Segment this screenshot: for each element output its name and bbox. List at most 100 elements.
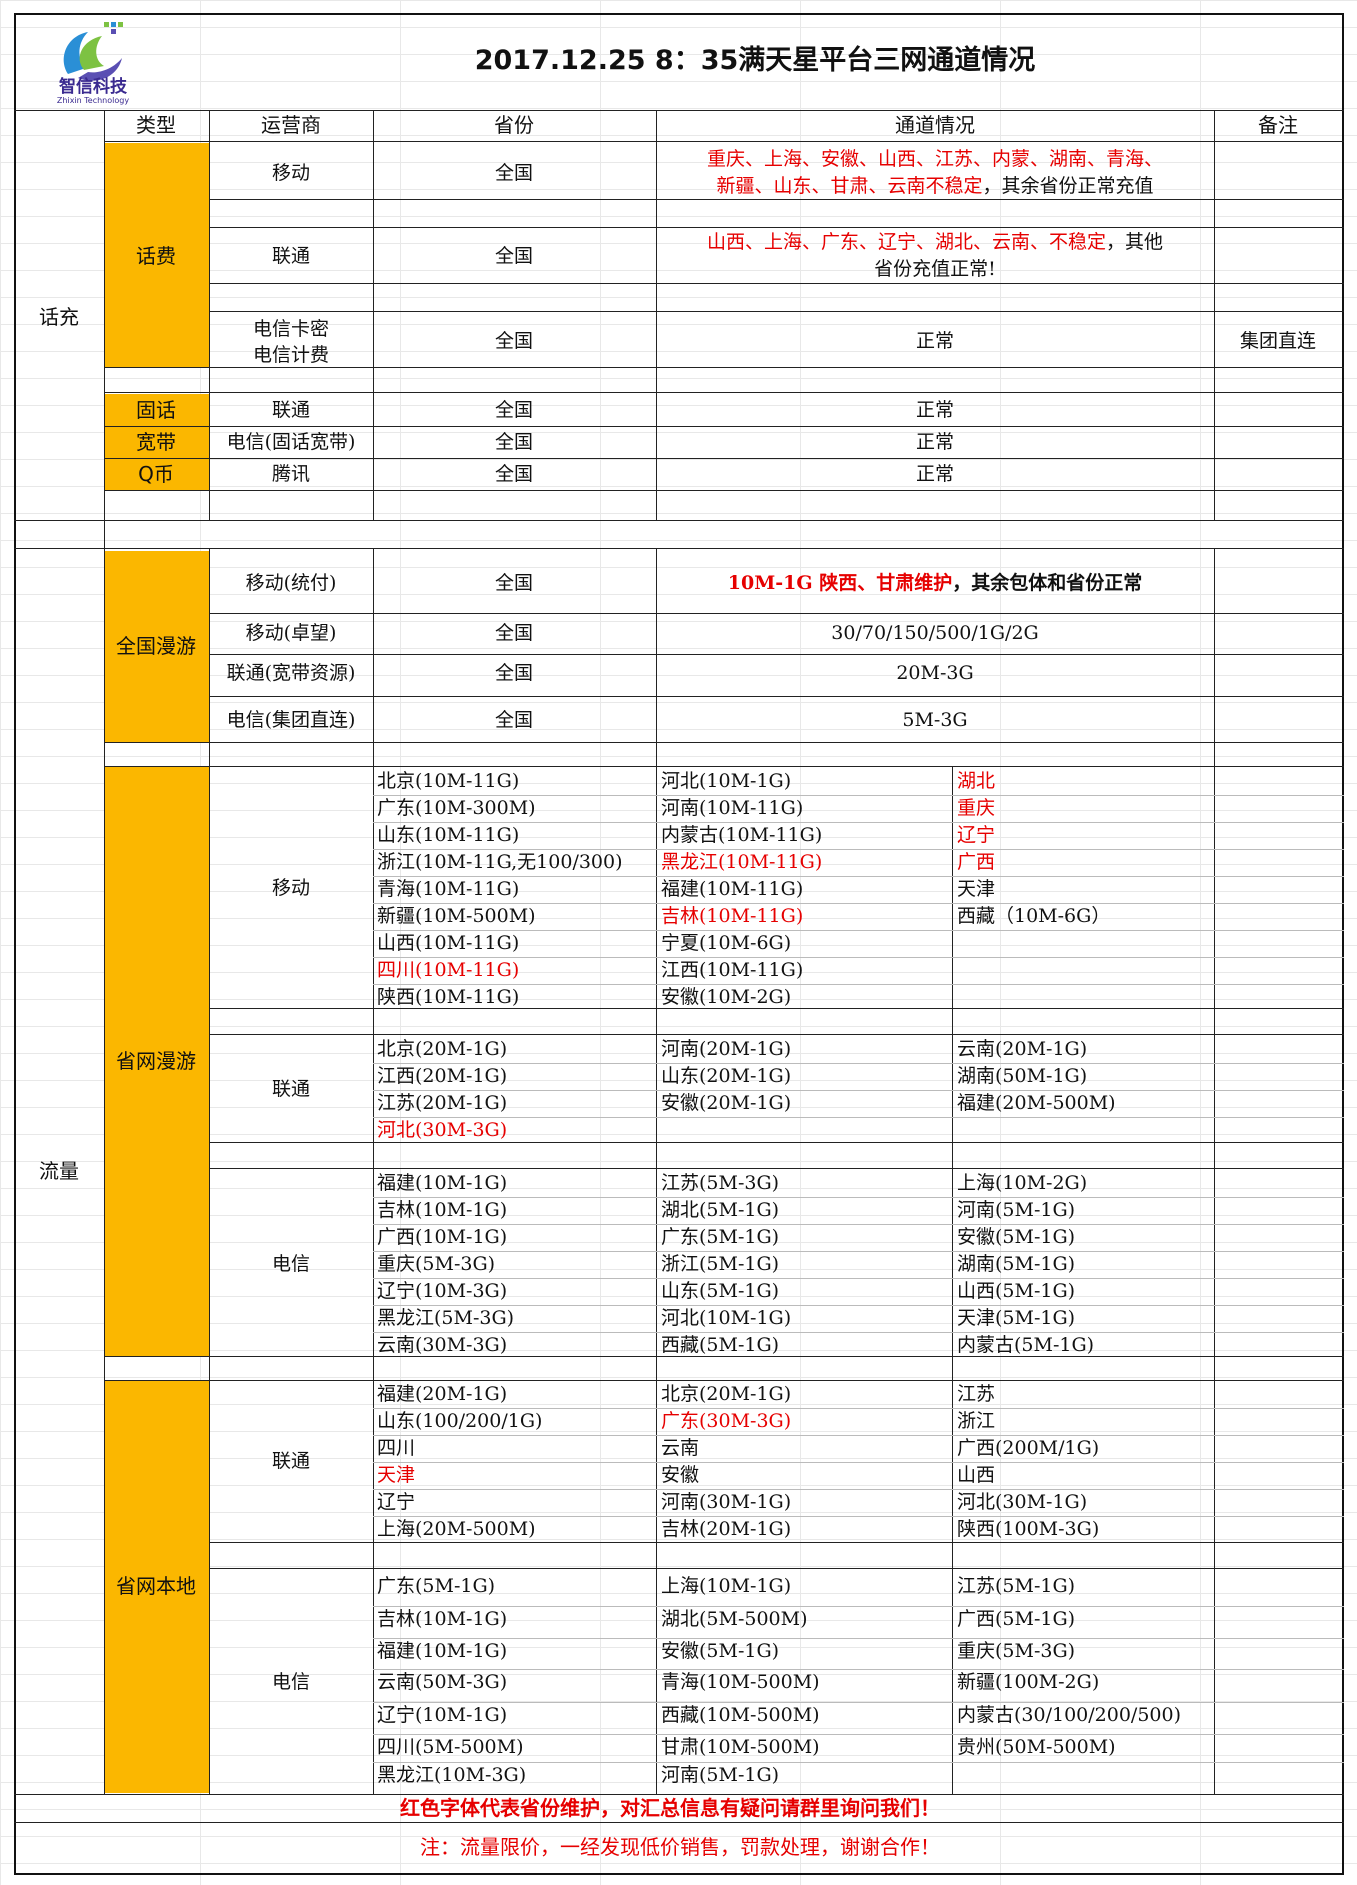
province-cell: 江西(10M-11G) (661, 959, 804, 981)
national-r4-status: 5M-3G (902, 709, 968, 731)
bendi-liantong-label: 联通 (271, 1450, 311, 1472)
row-separator (373, 1462, 1344, 1463)
province-cell: 湖北(5M-500M) (661, 1608, 808, 1630)
national-r1-status-black: ，其余包体和省份正常 (952, 572, 1143, 594)
province-cell: 内蒙古(30/100/200/500) (957, 1704, 1182, 1726)
province-cell: 福建(10M-11G) (661, 878, 804, 900)
province-cell: 福建(10M-1G) (377, 1172, 508, 1194)
row-separator (373, 1090, 1344, 1091)
hline-title (14, 110, 1344, 111)
province-cell: 天津(5M-1G) (957, 1307, 1076, 1329)
hline-r3 (104, 426, 1344, 427)
row-separator (373, 1734, 1344, 1735)
hline-o6 (209, 654, 1344, 655)
huafei-dianxin-operator-2: 电信计费 (252, 344, 330, 366)
province-cell: 福建(10M-1G) (377, 1640, 508, 1662)
province-cell: 广东(5M-1G) (377, 1575, 496, 1597)
footer-note-1: 红色字体代表省份维护，对汇总信息有疑问请群里询问我们！ (400, 1796, 940, 1820)
province-cell: 云南(50M-3G) (377, 1671, 508, 1693)
province-cell: 青海(10M-11G) (377, 878, 520, 900)
row-separator (373, 1408, 1344, 1409)
hline-r8 (104, 1356, 1344, 1357)
province-cell: 江苏 (957, 1383, 996, 1405)
hline-r4 (104, 458, 1344, 459)
province-cell: 河北(30M-3G) (377, 1119, 508, 1141)
section-liuliang: 流量 (39, 1159, 79, 1183)
province-cell: 广西(10M-1G) (377, 1226, 508, 1248)
kuandai-operator: 电信(固话宽带) (226, 431, 356, 453)
cat-bendi: 省网本地 (116, 1574, 196, 1598)
hline-o3 (209, 283, 1344, 284)
hline-section-gap-top (14, 520, 1344, 521)
province-cell: 浙江(5M-1G) (661, 1253, 780, 1275)
row-separator (373, 822, 1344, 823)
province-cell: 重庆 (957, 797, 996, 819)
province-cell: 广西 (957, 851, 996, 873)
province-cell: 云南(20M-1G) (957, 1038, 1088, 1060)
province-cell: 青海(10M-500M) (661, 1671, 820, 1693)
national-r3-province: 全国 (494, 662, 534, 684)
province-cell: 天津 (957, 878, 996, 900)
row-separator (373, 984, 1344, 985)
fill-huafei (104, 143, 209, 367)
national-r2-province: 全国 (494, 622, 534, 644)
national-r2-status: 30/70/150/500/1G/2G (831, 622, 1039, 644)
fill-bendi (104, 1380, 209, 1793)
province-cell: 山东(100/200/1G) (377, 1410, 543, 1432)
vline-remark-a (1214, 110, 1215, 520)
province-cell: 安徽 (661, 1464, 700, 1486)
province-cell: 四川 (377, 1437, 416, 1459)
province-cell: 山西(5M-1G) (957, 1280, 1076, 1302)
vline-chan-b (656, 548, 657, 1794)
province-cell: 黑龙江(5M-3G) (377, 1307, 515, 1329)
province-cell: 福建(20M-1G) (377, 1383, 508, 1405)
national-r1-status-red: 10M-1G 陕西、甘肃维护 (727, 572, 953, 594)
province-cell: 北京(20M-1G) (377, 1038, 508, 1060)
hline-o12 (209, 1542, 1344, 1543)
huafei-dianxin-remark: 集团直连 (1239, 330, 1317, 352)
national-r1-status: 10M-1G 陕西、甘肃维护，其余包体和省份正常 (728, 572, 1142, 594)
huafei-liantong-province: 全国 (494, 245, 534, 267)
province-cell: 山西(10M-11G) (377, 932, 520, 954)
kuandai-province: 全国 (494, 431, 534, 453)
huafei-liantong-status-1: 山西、上海、广东、辽宁、湖北、云南、不稳定，其他 (707, 231, 1163, 253)
row-separator (373, 1063, 1344, 1064)
footer-note-2: 注：流量限价，一经发现低价销售，罚款处理，谢谢合作！ (420, 1835, 940, 1859)
province-cell: 安徽(5M-1G) (661, 1640, 780, 1662)
row-separator (373, 1702, 1344, 1703)
vline-op-b (209, 548, 210, 1794)
national-r2-operator: 移动(卓望) (245, 622, 337, 644)
province-cell: 四川(5M-500M) (377, 1736, 524, 1758)
national-r4-province: 全国 (494, 709, 534, 731)
province-cell: 安徽(10M-2G) (661, 986, 792, 1008)
hline-o5 (209, 613, 1344, 614)
province-cell: 重庆(5M-3G) (377, 1253, 496, 1275)
header-operator: 运营商 (261, 113, 321, 137)
fill-shengwang (104, 766, 209, 1356)
row-separator (373, 903, 1344, 904)
row-separator (373, 876, 1344, 877)
province-cell: 河北(10M-1G) (661, 1307, 792, 1329)
row-separator (373, 1516, 1344, 1517)
province-cell: 江西(20M-1G) (377, 1065, 508, 1087)
frame-left (14, 13, 16, 1875)
hline-footer2 (14, 1822, 1344, 1823)
row-separator (373, 1197, 1344, 1198)
guhua-province: 全国 (494, 399, 534, 421)
cat-huafei: 话费 (136, 244, 176, 268)
row-separator (373, 957, 1344, 958)
province-cell: 黑龙江(10M-3G) (377, 1764, 527, 1786)
province-cell: 新疆(10M-500M) (377, 905, 536, 927)
huafei-yidong-operator: 移动 (271, 162, 311, 184)
province-cell: 山东(20M-1G) (661, 1065, 792, 1087)
cat-kuandai: 宽带 (136, 430, 176, 454)
vline-prov-a (373, 110, 374, 520)
province-cell: 北京(10M-11G) (377, 770, 520, 792)
huafei-liantong-status-2: 省份充值正常! (874, 258, 996, 280)
shengwang-dianxin-label: 电信 (271, 1253, 311, 1275)
hline-r9 (104, 1380, 1344, 1381)
hline-o4 (209, 311, 1344, 312)
province-cell: 上海(10M-1G) (661, 1575, 792, 1597)
vline-prov-b (373, 548, 374, 1794)
